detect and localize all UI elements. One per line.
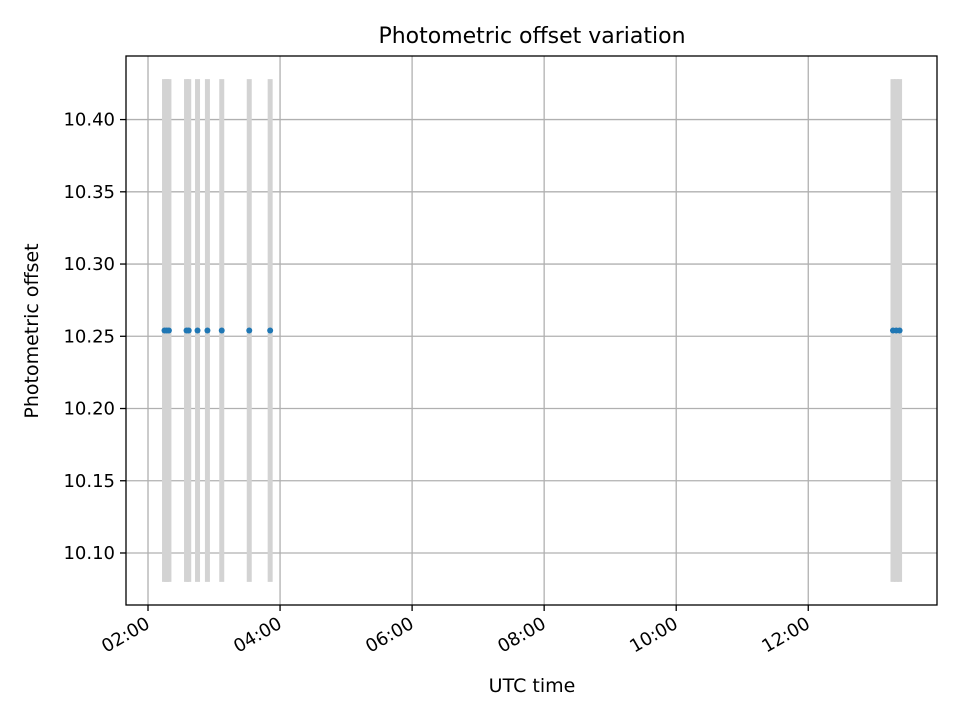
x-axis-ticks: 02:00 04:00 06:00 08:00 10:00 12:00 <box>98 605 814 657</box>
x-tick-label: 10:00 <box>626 613 681 657</box>
y-tick-label: 10.25 <box>63 326 115 347</box>
x-tick-label: 04:00 <box>230 613 285 657</box>
point-layer <box>161 327 903 334</box>
errorbar-layer <box>162 79 903 582</box>
x-tick-label: 02:00 <box>98 613 153 657</box>
data-point <box>185 327 192 334</box>
plot-frame <box>125 55 938 606</box>
y-axis-label: Photometric offset <box>21 243 43 418</box>
chart-title: Photometric offset variation <box>378 24 685 49</box>
x-axis-label: UTC time <box>489 675 576 697</box>
data-point <box>204 327 211 334</box>
data-point <box>246 327 253 334</box>
y-axis-ticks: 10.10 10.15 10.20 10.25 10.30 10.35 10.40 <box>63 110 126 564</box>
y-tick-label: 10.10 <box>63 543 115 564</box>
x-tick-label: 06:00 <box>362 613 417 657</box>
x-tick-label: 12:00 <box>758 613 813 657</box>
data-point <box>165 327 172 334</box>
y-tick-label: 10.15 <box>63 471 115 492</box>
y-tick-label: 10.35 <box>63 182 115 203</box>
y-tick-label: 10.40 <box>63 110 115 131</box>
data-point <box>896 327 903 334</box>
y-tick-label: 10.30 <box>63 254 115 275</box>
grid-layer <box>126 56 937 605</box>
data-point <box>218 327 225 334</box>
x-tick-label: 08:00 <box>494 613 549 657</box>
data-point <box>267 327 274 334</box>
y-tick-label: 10.20 <box>63 399 115 420</box>
data-point <box>194 327 201 334</box>
